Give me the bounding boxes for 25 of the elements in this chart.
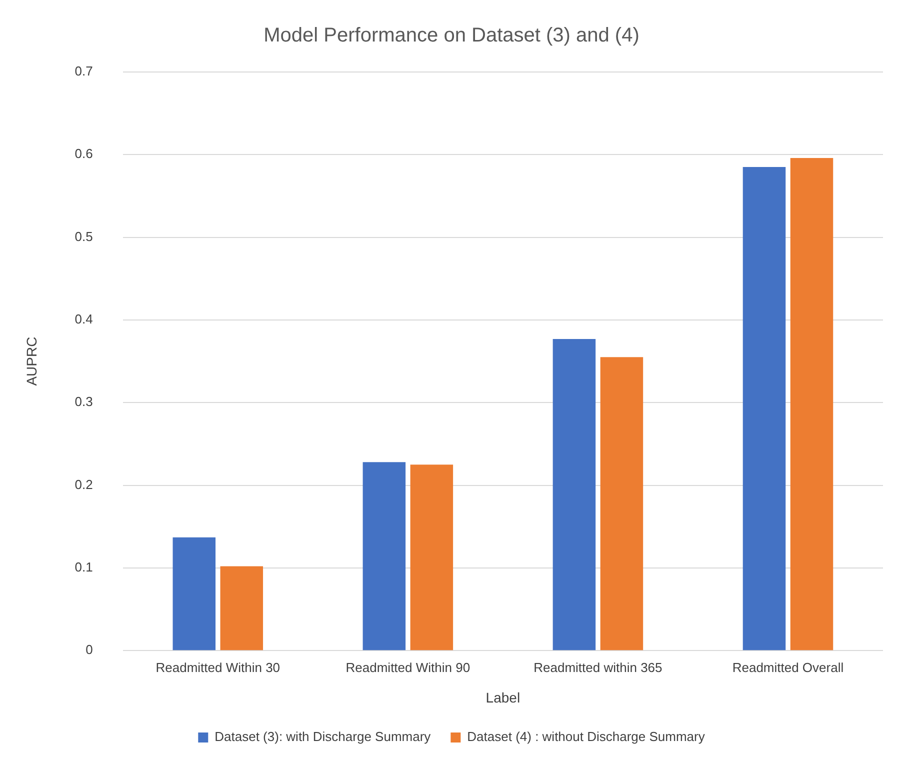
x-tick-label: Readmitted Within 90 <box>346 660 470 675</box>
x-tick-label: Readmitted Overall <box>732 660 844 675</box>
x-tick-label: Readmitted within 365 <box>534 660 662 675</box>
bar <box>362 462 406 650</box>
y-tick-label: 0.7 <box>74 64 93 79</box>
bar <box>600 357 644 650</box>
bar <box>172 537 216 650</box>
bar <box>220 566 264 650</box>
y-axis-title: AUPRC <box>23 336 40 386</box>
legend-label: Dataset (4) : without Discharge Summary <box>467 729 706 744</box>
y-tick-label: 0.5 <box>74 228 93 244</box>
bar <box>742 167 786 650</box>
y-tick-label: 0.4 <box>74 312 93 327</box>
x-axis-title: Label <box>486 689 520 706</box>
x-tick-label: Readmitted Within 30 <box>156 660 280 675</box>
chart-title: Model Performance on Dataset (3) and (4) <box>264 24 640 47</box>
y-tick-label: 0.6 <box>74 146 93 162</box>
bar <box>410 464 454 650</box>
y-tick-label: 0.2 <box>74 476 93 492</box>
y-tick-label: 0 <box>86 642 93 658</box>
bar <box>790 158 834 650</box>
y-tick-label: 0.1 <box>74 560 93 575</box>
bar <box>552 338 596 650</box>
legend-label: Dataset (3): with Discharge Summary <box>214 729 432 744</box>
y-tick-label: 0.3 <box>74 394 93 410</box>
